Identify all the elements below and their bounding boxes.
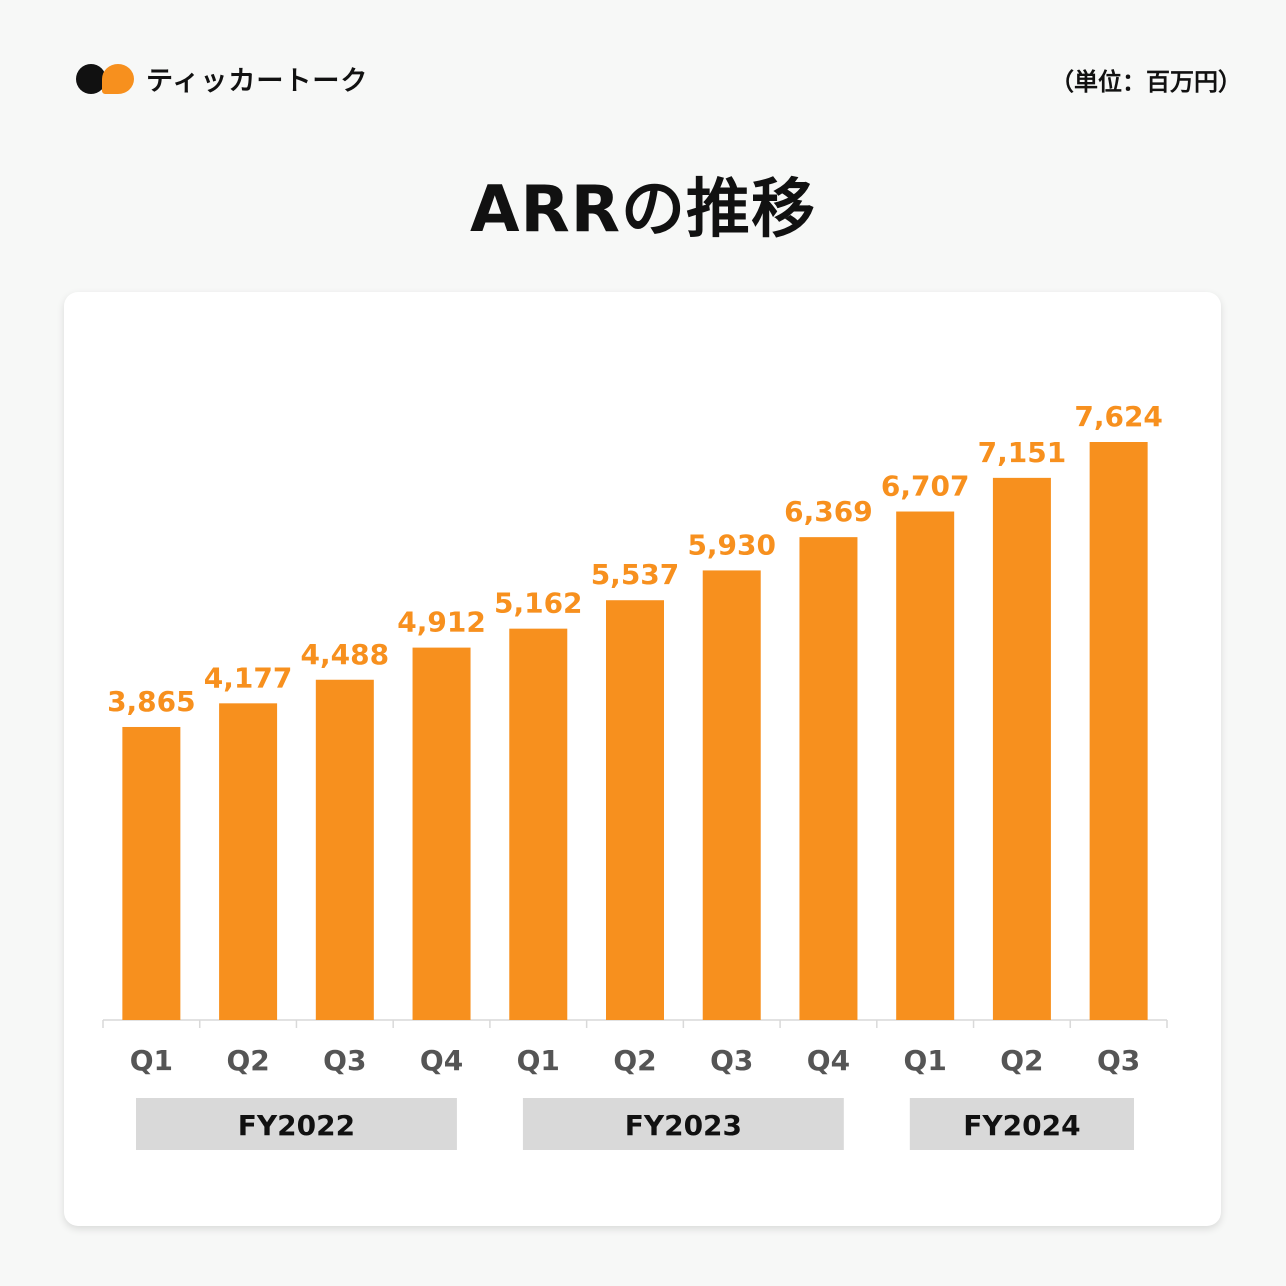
data-label: 4,488 — [301, 638, 390, 671]
bar — [1089, 442, 1148, 1020]
data-label: 6,707 — [881, 470, 970, 503]
data-label: 5,930 — [687, 528, 776, 561]
data-label: 5,162 — [494, 587, 583, 620]
group-label: FY2023 — [625, 1109, 742, 1142]
group-label-box — [136, 1098, 457, 1150]
bar — [992, 477, 1051, 1021]
data-label: 6,369 — [784, 495, 873, 528]
bar — [799, 537, 858, 1020]
bar-chart: 3,865 Q1 4,177 Q2 4,488 Q3 4,912 Q4 5,162 Q1 5,537… — [102, 400, 1168, 1150]
data-label: 7,624 — [1074, 400, 1163, 433]
x-tick-label: Q3 — [710, 1044, 753, 1077]
x-tick-label: Q4 — [807, 1044, 850, 1077]
x-tick-label: Q1 — [517, 1044, 560, 1077]
x-tick-label: Q2 — [226, 1044, 269, 1077]
bar — [219, 703, 278, 1020]
data-label: 4,912 — [397, 606, 486, 639]
x-tick-label: Q1 — [904, 1044, 947, 1077]
bar — [122, 726, 181, 1020]
bar — [412, 647, 471, 1020]
chart-title: ARRの推移 — [469, 173, 817, 247]
data-label: 4,177 — [204, 661, 293, 694]
x-tick-label: Q2 — [1000, 1044, 1043, 1077]
bar — [315, 679, 374, 1020]
x-tick-label: Q1 — [130, 1044, 173, 1077]
group-label-box — [909, 1098, 1134, 1150]
data-label: 3,865 — [107, 685, 196, 718]
x-tick-label: Q3 — [323, 1044, 366, 1077]
bar — [606, 600, 664, 1020]
brand: ティッカートーク — [76, 58, 368, 98]
chart-card: 3,865 Q1 4,177 Q2 4,488 Q3 4,912 Q4 5,162 Q1 5,537… — [64, 292, 1221, 1226]
data-label: 7,151 — [978, 436, 1067, 469]
group-label: FY2022 — [238, 1109, 355, 1142]
brand-logo-icon — [76, 58, 136, 98]
x-tick-label: Q4 — [420, 1044, 463, 1077]
brand-name: ティッカートーク — [146, 65, 369, 97]
x-tick-label: Q2 — [613, 1044, 656, 1077]
unit-label: （単位：百万円） — [1050, 68, 1242, 96]
group-label-box — [522, 1098, 844, 1150]
group-label: FY2024 — [963, 1109, 1080, 1142]
bar — [509, 628, 568, 1020]
x-tick-label: Q3 — [1097, 1044, 1140, 1077]
data-label: 5,537 — [591, 558, 680, 591]
bar — [896, 511, 955, 1020]
bar — [702, 570, 761, 1020]
